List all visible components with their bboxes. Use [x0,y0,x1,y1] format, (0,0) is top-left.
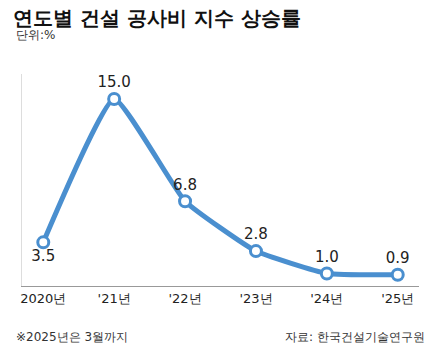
svg-text:2.8: 2.8 [244,225,268,243]
svg-text:'23년: '23년 [239,291,272,306]
svg-text:※2025년은 3월까지: ※2025년은 3월까지 [16,330,128,344]
svg-text:6.8: 6.8 [173,176,197,194]
svg-text:'21년: '21년 [98,291,131,306]
svg-text:'25년: '25년 [381,291,414,306]
svg-text:0.9: 0.9 [386,249,410,267]
svg-text:'24년: '24년 [310,291,343,306]
svg-text:'22년: '22년 [168,291,201,306]
svg-text:연도별 건설 공사비 지수 상승률: 연도별 건설 공사비 지수 상승률 [13,6,301,30]
svg-text:2020년: 2020년 [20,291,66,306]
svg-text:15.0: 15.0 [97,73,130,91]
svg-text:자료: 한국건설기술연구원: 자료: 한국건설기술연구원 [285,330,425,344]
svg-text:1.0: 1.0 [315,248,339,266]
svg-text:단위:%: 단위:% [16,28,55,42]
svg-text:3.5: 3.5 [31,247,55,265]
